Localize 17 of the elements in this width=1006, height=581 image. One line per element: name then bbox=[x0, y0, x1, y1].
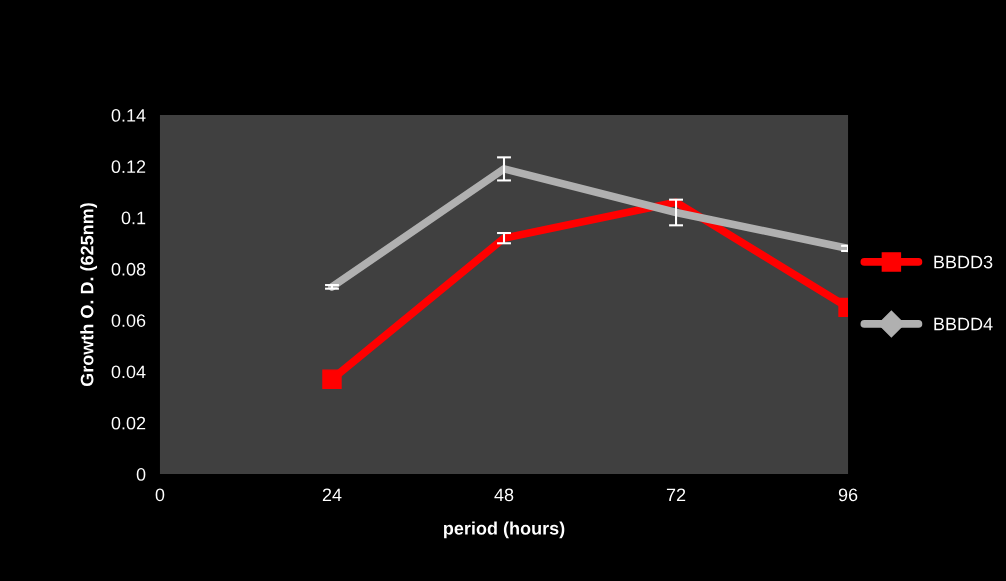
y-axis-title: Growth O. D. (625nm) bbox=[80, 203, 98, 387]
x-tick-label: 96 bbox=[838, 488, 858, 502]
legend-label: BBDD3 bbox=[934, 255, 993, 269]
y-tick-label: 0.12 bbox=[111, 160, 146, 174]
y-tick-label: 0.14 bbox=[111, 108, 146, 122]
y-tick-label: 0.1 bbox=[121, 211, 146, 225]
y-tick-label: 0.06 bbox=[111, 314, 146, 327]
x-tick-label: 24 bbox=[322, 488, 342, 502]
y-tick-label: 0 bbox=[136, 468, 146, 481]
y-tick-label: 0.08 bbox=[111, 262, 146, 276]
y-tick-label: 0.02 bbox=[111, 416, 146, 430]
x-tick-label: 0 bbox=[155, 488, 165, 502]
legend-label: BBDD4 bbox=[934, 317, 993, 331]
y-tick-label: 0.04 bbox=[111, 365, 146, 379]
x-axis-title: period (hours) bbox=[444, 521, 565, 539]
x-tick-label: 48 bbox=[494, 488, 514, 502]
x-tick-label: 72 bbox=[666, 488, 686, 502]
